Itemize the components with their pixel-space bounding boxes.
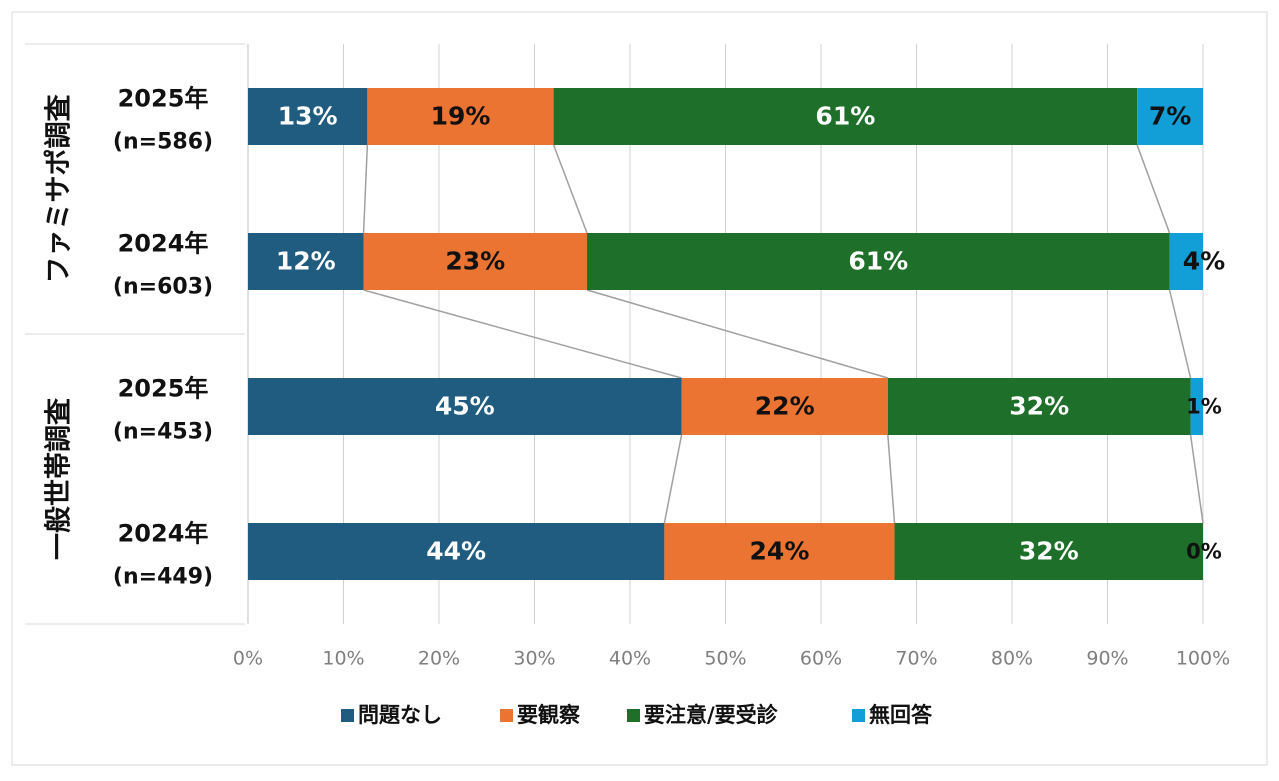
x-tick-label: 0% xyxy=(233,648,263,670)
category-n-label: (n=586) xyxy=(113,130,213,155)
category-n-label: (n=453) xyxy=(113,420,213,445)
category-year-label: 2025年 xyxy=(118,375,209,403)
data-label: 32% xyxy=(1019,537,1079,566)
bar-segment xyxy=(681,378,888,435)
data-label: 4% xyxy=(1183,247,1225,276)
data-label: 24% xyxy=(750,537,810,566)
legend-label: 要観察 xyxy=(517,703,581,727)
data-label: 44% xyxy=(426,537,486,566)
series-connector-line xyxy=(362,144,369,234)
bar-segment xyxy=(894,523,1203,580)
legend-swatch xyxy=(341,709,354,722)
x-tick-label: 70% xyxy=(895,648,937,670)
bar-segment xyxy=(248,233,364,290)
bar-segment xyxy=(248,523,665,580)
series-connector-line xyxy=(552,144,588,234)
category-year-label: 2024年 xyxy=(118,230,209,258)
bar-segment xyxy=(1169,233,1203,290)
x-tick-label: 90% xyxy=(1086,648,1128,670)
series-connector-line xyxy=(1189,434,1204,524)
legend-swatch xyxy=(500,709,513,722)
x-tick-label: 20% xyxy=(418,648,460,670)
series-connector-line xyxy=(363,289,682,379)
legend-label: 無回答 xyxy=(869,703,933,727)
data-label: 1% xyxy=(1186,395,1222,419)
data-label: 22% xyxy=(755,392,815,421)
category-year-label: 2025年 xyxy=(118,85,209,113)
data-label: 0% xyxy=(1186,540,1222,564)
bar-segment xyxy=(248,88,368,145)
bar-segment xyxy=(248,378,682,435)
bar-segment xyxy=(587,233,1170,290)
data-label: 19% xyxy=(431,102,491,131)
legend-swatch xyxy=(627,709,640,722)
data-label: 61% xyxy=(815,102,875,131)
x-tick-label: 40% xyxy=(609,648,651,670)
legend-label: 要注意/要受診 xyxy=(644,703,779,727)
x-tick-label: 80% xyxy=(991,648,1033,670)
bar-segment xyxy=(367,88,554,145)
bar-segment xyxy=(363,233,588,290)
x-tick-label: 10% xyxy=(322,648,364,670)
bar-segment xyxy=(887,378,1191,435)
data-label: 7% xyxy=(1149,102,1191,131)
category-n-label: (n=449) xyxy=(113,565,213,590)
category-n-label: (n=603) xyxy=(113,275,213,300)
data-label: 23% xyxy=(445,247,505,276)
series-connector-line xyxy=(663,434,683,524)
x-tick-label: 50% xyxy=(704,648,746,670)
category-year-label: 2024年 xyxy=(118,520,209,548)
bar-segment xyxy=(1137,88,1203,145)
group-label: 一般世帯調査 xyxy=(43,398,75,560)
data-label: 32% xyxy=(1009,392,1069,421)
bar-segment xyxy=(1190,378,1203,435)
data-label: 45% xyxy=(435,392,495,421)
data-label: 12% xyxy=(276,247,336,276)
series-connector-line xyxy=(586,289,889,379)
bar-segment xyxy=(553,88,1138,145)
data-label: 61% xyxy=(848,247,908,276)
legend-label: 問題なし xyxy=(358,703,442,727)
legend-swatch xyxy=(852,709,865,722)
x-tick-label: 60% xyxy=(800,648,842,670)
series-connector-line xyxy=(1168,289,1192,379)
x-tick-label: 30% xyxy=(513,648,555,670)
data-label: 13% xyxy=(278,102,338,131)
group-label: ファミサポ調査 xyxy=(43,95,75,284)
series-connector-line xyxy=(1136,144,1171,234)
bar-segment xyxy=(664,523,895,580)
series-connector-line xyxy=(887,434,896,524)
x-tick-label: 100% xyxy=(1176,648,1230,670)
